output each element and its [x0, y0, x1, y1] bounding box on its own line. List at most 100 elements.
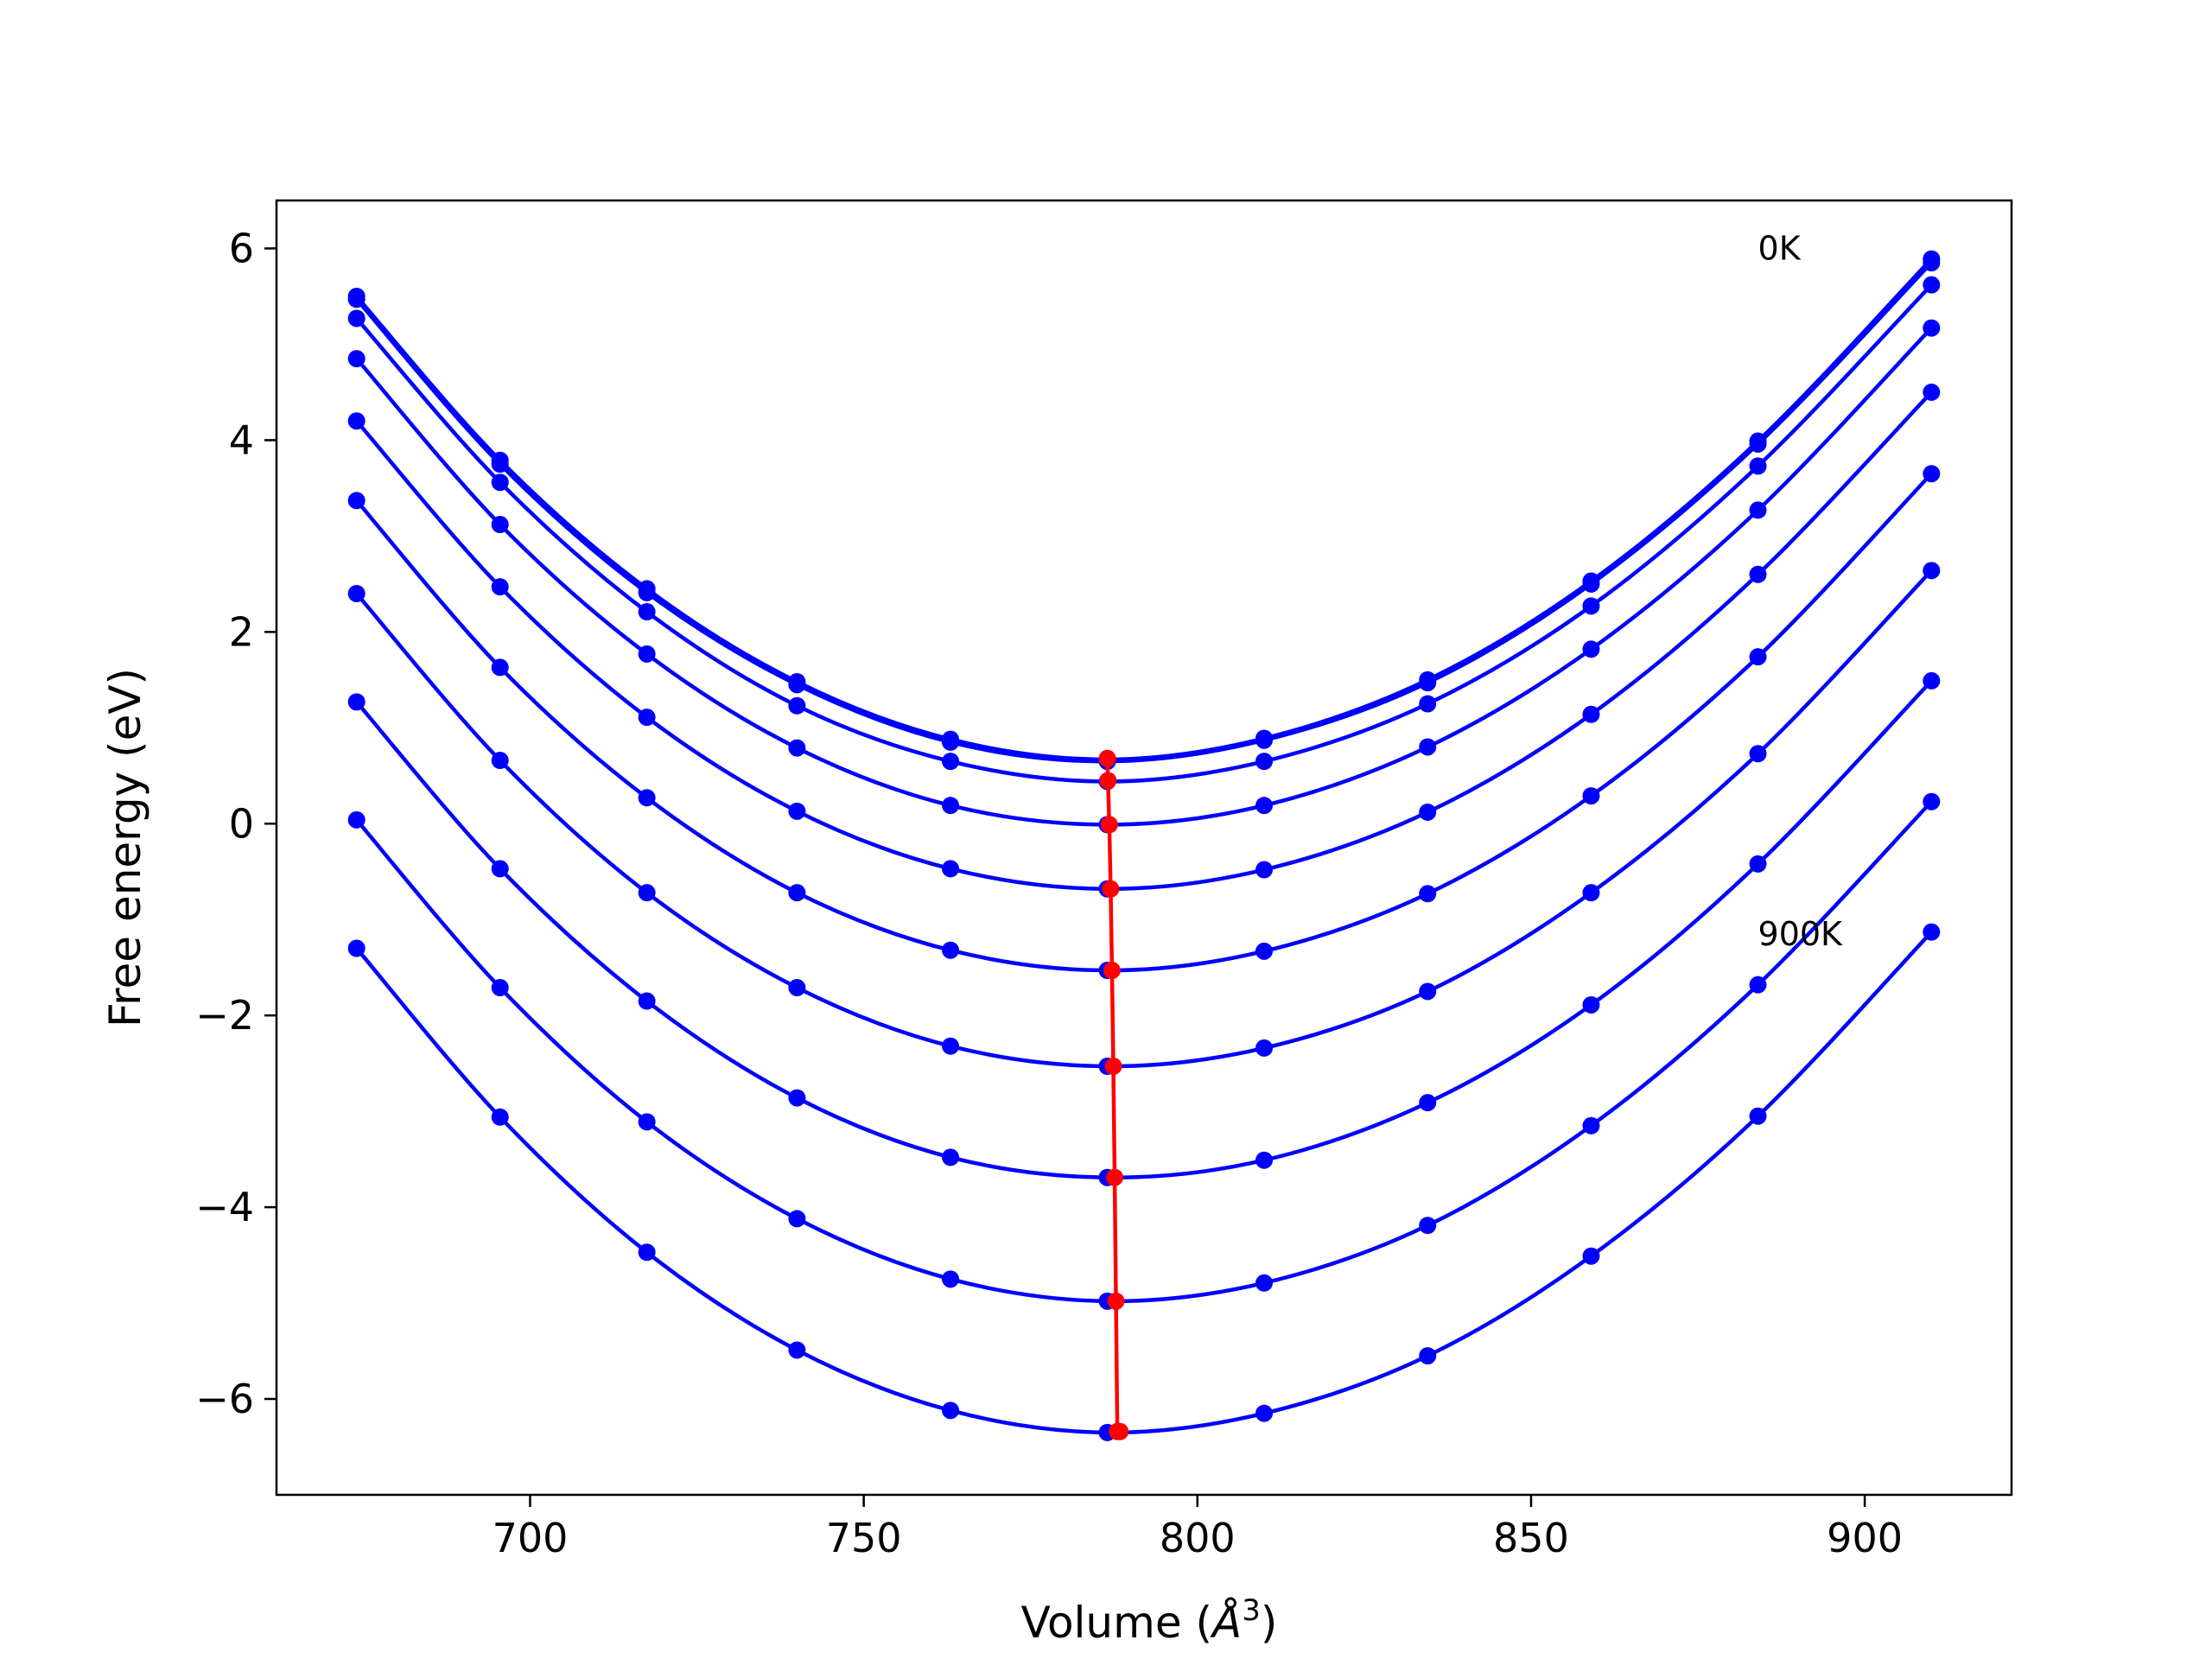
series-8-point-8 — [1582, 1116, 1600, 1135]
series-1-point-7 — [1419, 674, 1437, 692]
minima-point-3 — [1102, 880, 1120, 898]
series-4-point-6 — [1255, 861, 1274, 879]
series-4-point-2 — [638, 709, 656, 727]
y-tick-label-2: −2 — [195, 992, 254, 1039]
minima-point-0 — [1098, 749, 1116, 767]
series-9-point-2 — [638, 1243, 656, 1262]
minima-point-4 — [1103, 962, 1121, 980]
series-3-point-10 — [1923, 319, 1941, 337]
series-5-point-9 — [1749, 648, 1767, 666]
series-7-point-10 — [1923, 671, 1941, 690]
series-1-point-3 — [788, 676, 806, 694]
series-1-point-4 — [942, 733, 960, 751]
series-4-point-0 — [347, 412, 365, 430]
x-tick-label-1: 750 — [826, 1515, 902, 1561]
series-6-point-9 — [1749, 745, 1767, 763]
series-9-point-0 — [347, 939, 365, 957]
series-9-point-8 — [1582, 1247, 1600, 1265]
series-7-point-8 — [1582, 995, 1600, 1014]
series-7-point-3 — [788, 1089, 806, 1107]
series-9-point-7 — [1419, 1347, 1437, 1365]
series-1-point-2 — [638, 583, 656, 601]
y-tick-label-3: 0 — [229, 800, 254, 847]
plot-area — [347, 250, 1941, 1441]
minima-point-5 — [1104, 1058, 1122, 1075]
series-4-point-7 — [1419, 803, 1437, 821]
x-axis-label: Volume (Å3) — [1021, 1593, 1278, 1648]
series-8-point-10 — [1923, 792, 1941, 810]
series-3-point-4 — [942, 797, 960, 815]
series-8-point-9 — [1749, 976, 1767, 994]
series-4-point-9 — [1749, 565, 1767, 583]
series-6-point-10 — [1923, 562, 1941, 580]
series-1-point-0 — [347, 290, 365, 308]
series-5-point-1 — [491, 658, 509, 677]
minima-point-1 — [1099, 772, 1117, 790]
series-3-point-1 — [491, 516, 509, 534]
x-tick-label-0: 700 — [493, 1515, 569, 1561]
series-8-point-7 — [1419, 1217, 1437, 1235]
series-3-point-9 — [1749, 501, 1767, 519]
series-5-point-0 — [347, 492, 365, 510]
x-tick-label-4: 900 — [1827, 1515, 1903, 1561]
series-2-point-3 — [788, 696, 806, 715]
y-tick-label-5: 4 — [229, 416, 254, 463]
series-4-point-1 — [491, 578, 509, 596]
series-5-point-2 — [638, 789, 656, 807]
series-8-point-2 — [638, 1113, 656, 1131]
series-2-point-6 — [1255, 753, 1274, 771]
series-7-point-7 — [1419, 1094, 1437, 1112]
minima-point-7 — [1107, 1292, 1125, 1310]
series-4-point-8 — [1582, 705, 1600, 723]
series-5-point-8 — [1582, 787, 1600, 805]
series-6-point-8 — [1582, 884, 1600, 902]
series-6-point-7 — [1419, 982, 1437, 1001]
y-axis: −6 −4 −2 0 2 4 6 — [195, 225, 276, 1422]
series-1-point-8 — [1582, 575, 1600, 593]
series-2-point-10 — [1923, 276, 1941, 294]
plot-frame — [275, 199, 2013, 1497]
x-axis: 700 750 800 850 900 — [493, 1495, 1903, 1561]
annotation-1: 900K — [1758, 915, 1844, 953]
y-tick-label-4: 2 — [229, 608, 254, 655]
series-2-point-1 — [491, 474, 509, 492]
series-2-point-2 — [638, 603, 656, 621]
series-9-point-4 — [942, 1402, 960, 1420]
annotation-0: 0K — [1758, 229, 1802, 267]
series-8-point-1 — [491, 979, 509, 997]
series-2-point-7 — [1419, 695, 1437, 713]
series-5-point-3 — [788, 884, 806, 902]
series-2-point-9 — [1749, 457, 1767, 475]
series-7-point-9 — [1749, 855, 1767, 873]
series-6-point-2 — [638, 884, 656, 902]
annotations: 0K 900K — [1758, 229, 1844, 952]
series-7-point-4 — [942, 1148, 960, 1166]
series-6-point-3 — [788, 979, 806, 997]
series-3-point-7 — [1419, 738, 1437, 756]
series-1-point-9 — [1749, 435, 1767, 453]
series-9-point-9 — [1749, 1107, 1767, 1125]
series-9-point-1 — [491, 1108, 509, 1126]
series-9-point-3 — [788, 1341, 806, 1359]
series-8-point-4 — [942, 1270, 960, 1288]
series-2-point-4 — [942, 753, 960, 771]
series-3-point-0 — [347, 350, 365, 368]
series-6-point-1 — [491, 752, 509, 770]
minima-point-2 — [1100, 816, 1118, 834]
series-5-point-4 — [942, 941, 960, 959]
series-6-point-0 — [347, 584, 365, 602]
series-7-point-1 — [491, 860, 509, 878]
series-4-point-4 — [942, 860, 960, 878]
series-8-point-6 — [1255, 1274, 1274, 1292]
series-3-point-2 — [638, 645, 656, 663]
minima-line — [1105, 758, 1121, 1434]
series-6-point-4 — [942, 1037, 960, 1055]
series-9-point-10 — [1923, 923, 1941, 941]
y-tick-label-6: 6 — [229, 225, 254, 271]
minima-series — [1098, 749, 1129, 1440]
minima-point-9 — [1111, 1422, 1129, 1440]
series-3-point-8 — [1582, 640, 1600, 658]
series-9 — [347, 923, 1941, 1441]
y-tick-label-1: −4 — [195, 1184, 254, 1230]
series-1-point-10 — [1923, 254, 1941, 272]
